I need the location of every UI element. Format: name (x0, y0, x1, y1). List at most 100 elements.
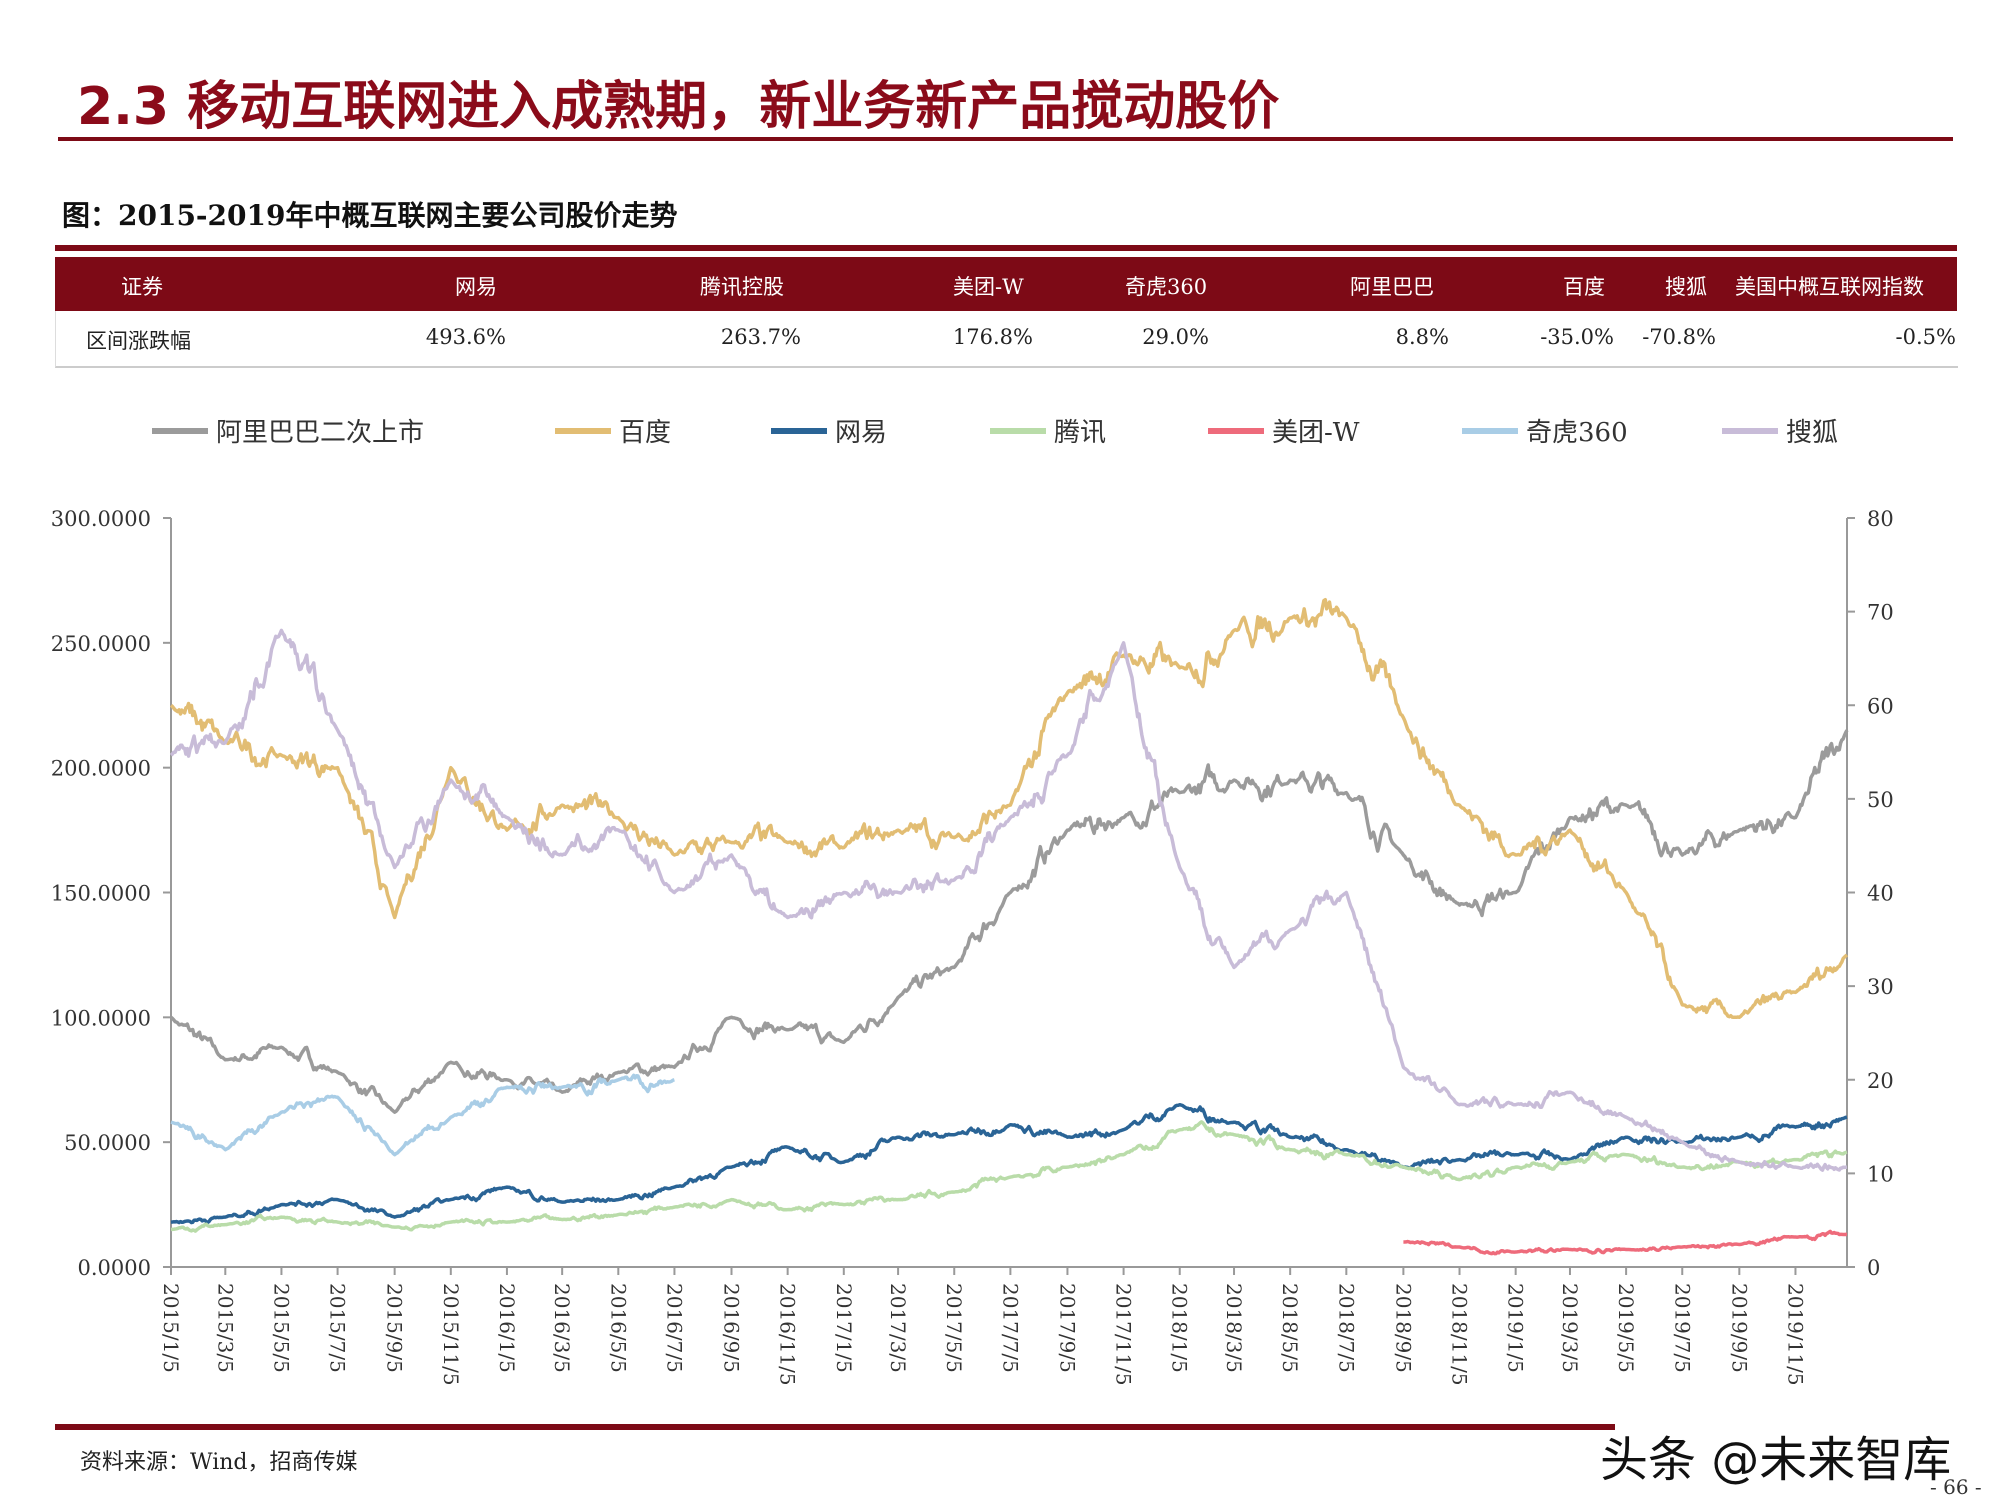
right-tick-label: 60 (1867, 694, 1894, 718)
x-tick-label: 2016/3/5 (550, 1283, 574, 1373)
x-tick-label: 2018/7/5 (1334, 1283, 1358, 1373)
table-row: 区间涨跌幅 493.6% 263.7% 176.8% 29.0% 8.8% -3… (55, 311, 1958, 368)
footer-rule (55, 1424, 1615, 1430)
legend-item: 网易 (771, 412, 887, 449)
header-cell: 美国中概互联网指数 (1735, 275, 1924, 299)
legend-swatch (771, 427, 827, 434)
series-line-百度 (169, 597, 1849, 1020)
header-cell: 百度 (1563, 275, 1605, 299)
right-tick-label: 20 (1867, 1069, 1894, 1093)
watermark: 头条 @未来智库 (1600, 1432, 1952, 1488)
x-tick-label: 2016/5/5 (606, 1283, 630, 1373)
legend-swatch (1722, 427, 1778, 434)
x-tick-label: 2018/1/5 (1168, 1283, 1192, 1373)
x-tick-label: 2017/11/5 (1112, 1283, 1136, 1386)
figure-title: 图：2015-2019年中概互联网主要公司股价走势 (62, 199, 678, 232)
legend-item: 腾讯 (990, 412, 1106, 449)
series-line-搜狐 (169, 628, 1848, 1172)
x-tick-label: 2017/3/5 (886, 1283, 910, 1373)
x-tick-label: 2019/7/5 (1670, 1283, 1694, 1373)
left-tick-label: 100.0000 (51, 1006, 151, 1030)
legend-label: 百度 (619, 418, 672, 448)
x-tick-label: 2015/9/5 (383, 1283, 407, 1373)
right-tick-label: 70 (1867, 601, 1894, 625)
series-line-网易 (170, 1102, 1848, 1225)
table-cell: -0.5% (1895, 325, 1956, 349)
title-underline (58, 137, 1953, 141)
x-tick-label: 2018/5/5 (1278, 1283, 1302, 1373)
right-tick-label: 50 (1867, 788, 1894, 812)
header-cell: 网易 (455, 275, 497, 299)
legend-item: 百度 (555, 412, 671, 449)
legend-swatch (1208, 427, 1264, 434)
left-tick-label: 0.0000 (78, 1256, 151, 1280)
series-line-奇虎360 (170, 1073, 675, 1157)
x-tick-label: 2015/7/5 (326, 1283, 350, 1373)
legend-label: 腾讯 (1054, 418, 1107, 448)
left-tick-label: 50.0000 (64, 1131, 151, 1155)
legend-item: 搜狐 (1722, 412, 1838, 449)
x-tick-label: 2019/3/5 (1558, 1283, 1582, 1373)
right-tick-label: 0 (1867, 1256, 1880, 1280)
left-tick-label: 150.0000 (51, 882, 151, 906)
series-line-美团-W (1403, 1229, 1848, 1256)
source-note: 资料来源：Wind，招商传媒 (80, 1450, 358, 1475)
legend-label: 网易 (835, 418, 888, 448)
legend-swatch (152, 427, 208, 434)
x-tick-label: 2017/1/5 (832, 1283, 856, 1373)
x-tick-label: 2019/9/5 (1727, 1283, 1751, 1373)
legend-swatch (555, 427, 611, 434)
right-tick-label: 10 (1867, 1162, 1894, 1186)
x-tick-label: 2015/3/5 (213, 1283, 237, 1373)
table-cell: 263.7% (720, 325, 801, 349)
x-tick-label: 2015/1/5 (159, 1283, 183, 1373)
table-cell: 8.8% (1395, 325, 1449, 349)
header-cell: 奇虎360 (1125, 275, 1208, 299)
x-tick-label: 2016/11/5 (776, 1283, 800, 1386)
table-cell: 29.0% (1142, 325, 1209, 349)
table-cell: 493.6% (425, 325, 506, 349)
legend-label: 奇虎360 (1526, 418, 1628, 448)
table-cell: -35.0% (1540, 325, 1614, 349)
x-tick-label: 2015/11/5 (439, 1283, 463, 1386)
right-tick-label: 30 (1867, 975, 1894, 999)
header-cell: 阿里巴巴 (1350, 275, 1434, 299)
table-header: 证券 网易 腾讯控股 美团-W 奇虎360 阿里巴巴 百度 搜狐 美国中概互联网… (55, 257, 1957, 311)
x-tick-label: 2019/5/5 (1614, 1283, 1638, 1373)
left-tick-label: 200.0000 (51, 757, 151, 781)
legend-label: 搜狐 (1786, 418, 1839, 448)
left-tick-label: 250.0000 (51, 632, 151, 656)
legend-label: 美团-W (1272, 418, 1360, 448)
legend-swatch (990, 427, 1046, 434)
x-tick-label: 2017/7/5 (998, 1283, 1022, 1373)
left-tick-label: 300.0000 (51, 507, 151, 531)
series-line-阿里巴巴二次上市 (169, 729, 1849, 1114)
x-tick-label: 2016/9/5 (720, 1283, 744, 1373)
right-tick-label: 80 (1867, 507, 1894, 531)
header-cell: 腾讯控股 (700, 275, 784, 299)
x-tick-label: 2017/5/5 (942, 1283, 966, 1373)
x-tick-label: 2018/9/5 (1391, 1283, 1415, 1373)
legend-label: 阿里巴巴二次上市 (216, 418, 425, 448)
page-number: - 66 - (1930, 1475, 1982, 1499)
header-cell: 搜狐 (1665, 275, 1707, 299)
table-cell: -70.8% (1642, 325, 1716, 349)
table-cell: 176.8% (952, 325, 1033, 349)
x-tick-label: 2018/11/5 (1448, 1283, 1472, 1386)
figure-title-rule (55, 245, 1957, 251)
x-tick-label: 2019/11/5 (1783, 1283, 1807, 1386)
header-cell: 美团-W (953, 275, 1024, 299)
series-line-腾讯 (170, 1120, 1848, 1233)
x-tick-label: 2016/1/5 (495, 1283, 519, 1373)
x-tick-label: 2015/5/5 (269, 1283, 293, 1373)
row-label: 区间涨跌幅 (86, 329, 191, 353)
legend-swatch (1462, 427, 1518, 434)
header-cell: 证券 (121, 275, 163, 299)
x-tick-label: 2017/9/5 (1055, 1283, 1079, 1373)
right-tick-label: 40 (1867, 882, 1894, 906)
legend-item: 奇虎360 (1462, 412, 1628, 449)
x-tick-label: 2019/1/5 (1504, 1283, 1528, 1373)
page-title: 2.3 移动互联网进入成熟期，新业务新产品搅动股价 (77, 77, 1280, 137)
